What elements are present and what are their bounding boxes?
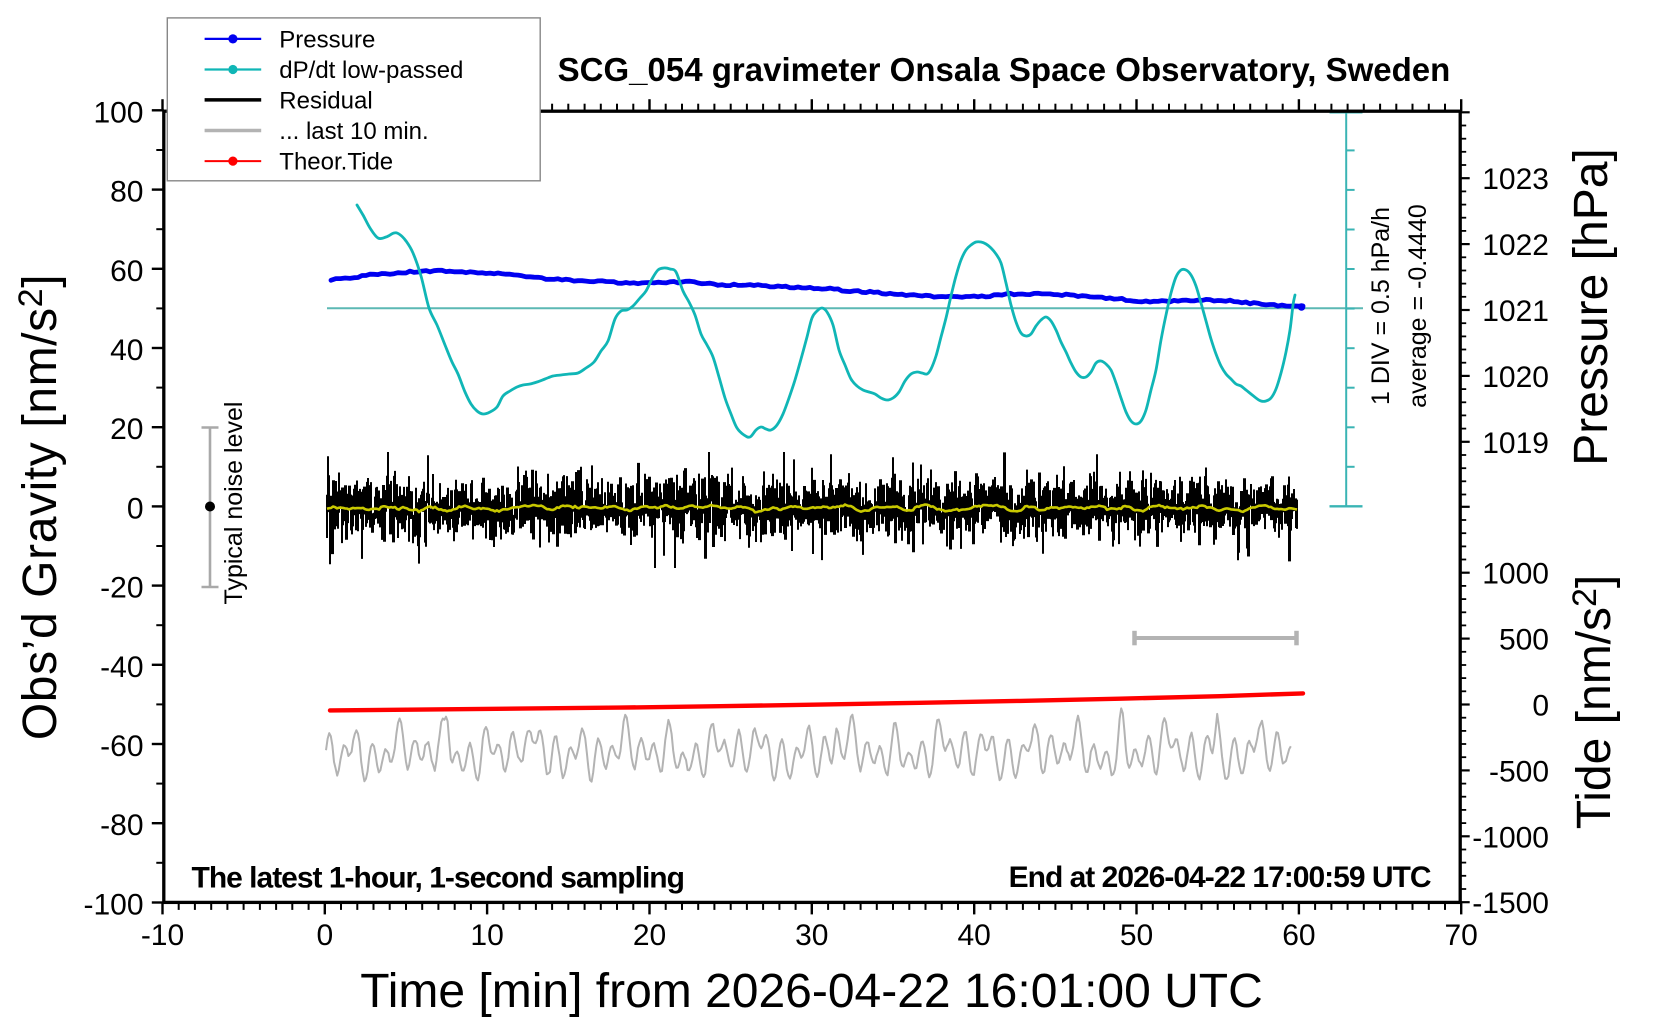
- svg-text:-60: -60: [100, 730, 143, 763]
- svg-text:500: 500: [1499, 624, 1549, 657]
- svg-text:-40: -40: [100, 651, 143, 684]
- svg-text:0: 0: [316, 919, 333, 952]
- svg-text:Obs’d Gravity [nm/s2]: Obs’d Gravity [nm/s2]: [12, 274, 67, 740]
- svg-text:Residual: Residual: [279, 88, 372, 115]
- svg-text:0: 0: [1532, 690, 1549, 723]
- svg-text:1000: 1000: [1482, 558, 1549, 591]
- svg-text:Pressure [hPa]: Pressure [hPa]: [1565, 148, 1618, 465]
- svg-text:Pressure: Pressure: [279, 27, 375, 54]
- svg-text:Time [min] from 2026-04-22 16:: Time [min] from 2026-04-22 16:01:00 UTC: [360, 965, 1263, 1018]
- svg-text:-1500: -1500: [1472, 887, 1549, 920]
- svg-text:40: 40: [110, 334, 143, 367]
- svg-text:-10: -10: [141, 919, 184, 952]
- svg-text:0: 0: [127, 492, 144, 525]
- svg-text:Theor.Tide: Theor.Tide: [279, 149, 393, 176]
- svg-text:-1000: -1000: [1472, 821, 1549, 854]
- svg-text:80: 80: [110, 176, 143, 209]
- svg-text:60: 60: [1282, 919, 1315, 952]
- svg-text:50: 50: [1120, 919, 1153, 952]
- svg-text:60: 60: [110, 255, 143, 288]
- svg-text:-20: -20: [100, 572, 143, 605]
- svg-text:-100: -100: [83, 889, 143, 922]
- svg-text:20: 20: [110, 413, 143, 446]
- svg-text:1021: 1021: [1482, 295, 1549, 328]
- svg-text:20: 20: [633, 919, 666, 952]
- svg-text:dP/dt low-passed: dP/dt low-passed: [279, 57, 463, 84]
- svg-text:... last 10 min.: ... last 10 min.: [279, 118, 428, 145]
- svg-text:40: 40: [958, 919, 991, 952]
- svg-text:100: 100: [93, 96, 143, 129]
- svg-text:End at 2026-04-22 17:00:59 UTC: End at 2026-04-22 17:00:59 UTC: [1009, 861, 1431, 894]
- svg-text:-500: -500: [1489, 755, 1549, 788]
- svg-text:The latest 1-hour, 1-second sa: The latest 1-hour, 1-second sampling: [192, 862, 684, 895]
- svg-text:30: 30: [795, 919, 828, 952]
- svg-text:Tide [nm/s2]: Tide [nm/s2]: [1566, 575, 1621, 830]
- svg-text:-80: -80: [100, 809, 143, 842]
- svg-text:10: 10: [470, 919, 503, 952]
- svg-text:1020: 1020: [1482, 361, 1549, 394]
- svg-text:1019: 1019: [1482, 427, 1549, 460]
- svg-text:SCG_054 gravimeter Onsala Spac: SCG_054 gravimeter Onsala Space Observat…: [558, 51, 1451, 88]
- svg-text:1 DIV = 0.5 hPa/h: 1 DIV = 0.5 hPa/h: [1367, 207, 1395, 405]
- svg-text:70: 70: [1445, 919, 1478, 952]
- svg-text:1022: 1022: [1482, 229, 1549, 262]
- svg-text:1023: 1023: [1482, 163, 1549, 196]
- svg-text:Typical noise level: Typical noise level: [220, 402, 248, 605]
- svg-text:average = -0.4440: average = -0.4440: [1404, 204, 1432, 408]
